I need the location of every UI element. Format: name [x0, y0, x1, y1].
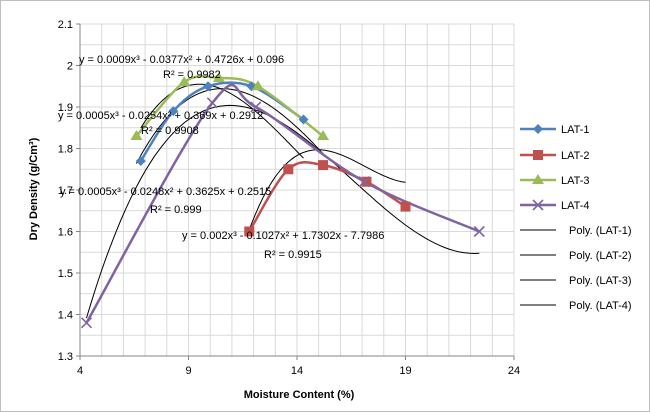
data-point-lat-1 — [168, 106, 179, 117]
trendline-1 — [140, 83, 304, 159]
legend-marker-lat-4 — [532, 199, 544, 211]
trendline-2 — [248, 149, 406, 231]
data-point-lat-4 — [250, 101, 262, 113]
y-tick-label: 1.8 — [58, 144, 73, 156]
legend-label-lat-2: LAT-2 — [561, 150, 590, 162]
legend-label-lat-3: LAT-3 — [561, 175, 590, 187]
legend-label-lat-1: LAT-1 — [561, 124, 590, 136]
x-tick-label: 19 — [399, 365, 411, 377]
legend-marker-lat-2 — [533, 150, 543, 160]
y-tick-label: 1.6 — [58, 227, 73, 239]
legend-label-lat-4: LAT-4 — [561, 200, 590, 212]
data-point-lat-2 — [400, 201, 411, 212]
data-point-lat-1 — [203, 81, 214, 92]
y-tick-label: 1.4 — [58, 310, 73, 322]
data-point-lat-2 — [361, 176, 372, 187]
eq-lat3: y = 0.0005x³ - 0.0254x² + 0.369x + 0.291… — [58, 110, 263, 122]
data-point-lat-2 — [283, 164, 294, 175]
y-tick-label: 1.3 — [58, 351, 73, 363]
x-tick-label: 9 — [185, 365, 191, 377]
r2-lat2: R² = 0.9915 — [264, 249, 322, 261]
eq-lat4: y = 0.0005x³ - 0.0248x² + 0.3625x + 0.25… — [60, 186, 271, 198]
data-point-lat-3 — [130, 130, 143, 141]
r2-lat3: R² = 0.9908 — [141, 125, 199, 137]
r2-lat1: R² = 0.9982 — [163, 69, 221, 81]
data-point-lat-1 — [298, 114, 309, 125]
data-point-lat-4 — [80, 317, 93, 329]
data-point-lat-3 — [212, 71, 225, 82]
data-point-lat-3 — [251, 80, 264, 91]
data-point-lat-2 — [318, 160, 329, 171]
x-tick-label: 4 — [77, 365, 83, 377]
y-tick-label: 2.1 — [58, 19, 73, 31]
eq-lat1: y = 0.0009x³ - 0.0377x² + 0.4726x + 0.09… — [79, 54, 284, 66]
trendline-equations: y = 0.0009x³ - 0.0377x² + 0.4726x + 0.09… — [58, 54, 384, 261]
series-line-lat-2 — [248, 161, 407, 233]
y-axis-title: Dry Density (g/Cm³) — [28, 137, 40, 240]
y-tick-label: 2 — [67, 61, 73, 73]
legend-marker-lat-3 — [532, 174, 544, 184]
tick-labels: 4 9 14 19 24 1.3 1.4 1.5 1.6 1.7 1.8 1.9 2 2.1 — [58, 19, 520, 377]
legend-marker-lat-1 — [533, 124, 543, 134]
y-tick-label: 1.7 — [58, 185, 73, 197]
legend-label-trend-1: Poly. (LAT-1) — [569, 225, 632, 237]
data-point-lat-4 — [206, 97, 218, 109]
eq-lat2: y = 0.002x³ - 0.1027x² + 1.7302x - 7.798… — [182, 230, 384, 242]
x-axis-title: Moisture Content (%) — [244, 389, 355, 401]
r2-lat4: R² = 0.999 — [150, 204, 202, 216]
legend-label-trend-4: Poly. (LAT-4) — [569, 300, 632, 312]
data-point-lat-3 — [317, 130, 330, 141]
x-tick-label: 24 — [508, 365, 520, 377]
legend: LAT-1 LAT-2 LAT-3 LAT-4 Poly. (LAT-1) Poly. (… — [520, 124, 632, 312]
axes — [76, 23, 515, 360]
markers — [80, 71, 485, 329]
data-point-lat-4 — [473, 225, 485, 238]
legend-label-trend-3: Poly. (LAT-3) — [569, 275, 632, 287]
data-point-lat-2 — [244, 226, 255, 237]
y-tick-label: 1.5 — [58, 268, 73, 280]
data-point-lat-1 — [135, 155, 146, 166]
data-point-lat-4 — [358, 176, 370, 188]
data-point-lat-3 — [178, 76, 191, 87]
legend-label-trend-2: Poly. (LAT-2) — [569, 250, 632, 262]
y-tick-label: 1.9 — [58, 102, 73, 114]
x-tick-label: 14 — [291, 365, 303, 377]
